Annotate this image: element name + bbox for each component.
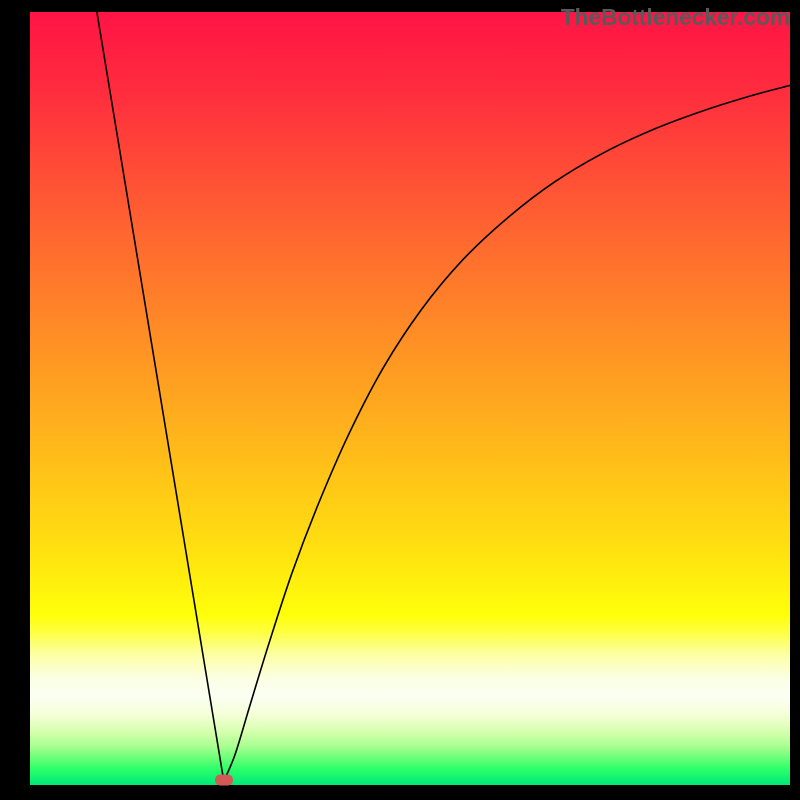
optimum-marker <box>215 774 233 785</box>
gradient-background <box>30 12 790 785</box>
chart-container: TheBottlenecker.com <box>0 0 800 800</box>
plot-area <box>30 12 790 785</box>
watermark-text: TheBottlenecker.com <box>561 4 790 31</box>
